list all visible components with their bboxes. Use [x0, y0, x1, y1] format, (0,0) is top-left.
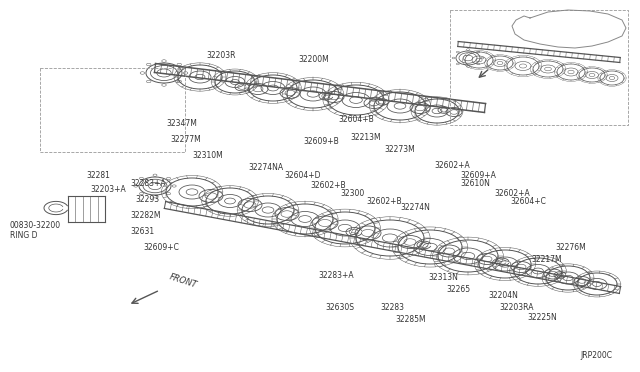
- Text: 32609+A: 32609+A: [460, 170, 496, 180]
- Text: 32604+B: 32604+B: [338, 115, 374, 125]
- Text: 32602+A: 32602+A: [494, 189, 530, 199]
- Text: 32610N: 32610N: [460, 180, 490, 189]
- Text: 32609+C: 32609+C: [143, 243, 179, 251]
- Text: 32274NA: 32274NA: [248, 164, 283, 173]
- Text: 32604+D: 32604+D: [284, 170, 321, 180]
- Text: RING D: RING D: [10, 231, 38, 241]
- Text: 32273M: 32273M: [384, 145, 415, 154]
- Text: 32283+A: 32283+A: [130, 180, 166, 189]
- Text: 32213M: 32213M: [350, 132, 381, 141]
- Text: 32300: 32300: [340, 189, 364, 199]
- Text: 32283: 32283: [380, 302, 404, 311]
- Text: 32217M: 32217M: [531, 256, 562, 264]
- Text: 32200M: 32200M: [298, 55, 329, 64]
- Text: 32203RA: 32203RA: [499, 304, 534, 312]
- Text: 32313N: 32313N: [428, 273, 458, 282]
- Text: 32630S: 32630S: [325, 302, 354, 311]
- Text: 32204N: 32204N: [488, 292, 518, 301]
- Text: FRONT: FRONT: [168, 272, 198, 290]
- Text: 32602+B: 32602+B: [310, 182, 346, 190]
- Text: 32310M: 32310M: [192, 151, 223, 160]
- Text: 32602+B: 32602+B: [366, 198, 402, 206]
- Text: 32347M: 32347M: [166, 119, 197, 128]
- Text: 32281: 32281: [86, 170, 110, 180]
- Text: 32274N: 32274N: [400, 203, 430, 212]
- Text: 32203R: 32203R: [206, 51, 236, 60]
- Text: 32277M: 32277M: [170, 135, 201, 144]
- Text: JRP200C: JRP200C: [580, 350, 612, 359]
- Text: 32276M: 32276M: [555, 244, 586, 253]
- Text: 32203+A: 32203+A: [90, 186, 125, 195]
- Text: 32604+C: 32604+C: [510, 198, 546, 206]
- Text: 32265: 32265: [446, 285, 470, 295]
- Text: 32293: 32293: [135, 196, 159, 205]
- Text: 32609+B: 32609+B: [303, 138, 339, 147]
- Text: 32285M: 32285M: [395, 315, 426, 324]
- Text: 32225N: 32225N: [527, 312, 557, 321]
- Text: 32631: 32631: [130, 228, 154, 237]
- Text: 32283+A: 32283+A: [318, 270, 354, 279]
- Text: 32602+A: 32602+A: [434, 160, 470, 170]
- Text: 32282M: 32282M: [130, 212, 161, 221]
- Text: 00830-32200: 00830-32200: [10, 221, 61, 230]
